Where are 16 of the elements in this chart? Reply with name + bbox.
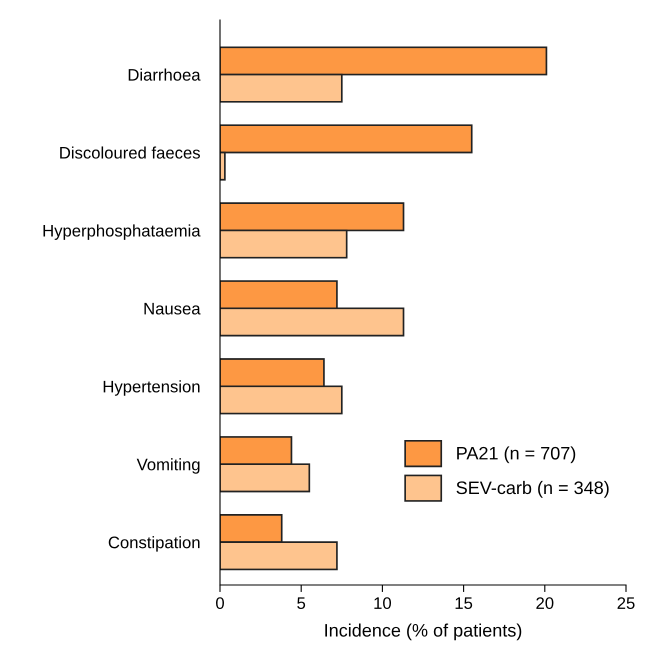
y-tick-label: Diarrhoea [128, 68, 201, 81]
x-axis-title: Incidence (% of patients) [325, 623, 522, 640]
y-tick-label: Nausea [144, 302, 201, 315]
legend-label: PA21 (n = 707) [457, 446, 576, 464]
y-tick-label: Hypertension [104, 380, 200, 396]
x-tick-label: 20 [536, 597, 554, 610]
x-tick-label: 15 [456, 597, 472, 610]
x-tick-label: 25 [618, 597, 635, 610]
x-tick-label: 10 [374, 597, 392, 610]
x-tick-label: 5 [297, 597, 306, 610]
x-tick-label: 0 [216, 597, 224, 610]
y-tick-label: Hyperphosphataemia [44, 224, 201, 240]
y-tick-label: Discoloured faeces [60, 146, 200, 159]
y-tick-label: Vomiting [136, 458, 200, 474]
y-tick-label: Constipation [108, 536, 200, 552]
legend-label: SEV-carb (n = 348) [456, 480, 609, 498]
